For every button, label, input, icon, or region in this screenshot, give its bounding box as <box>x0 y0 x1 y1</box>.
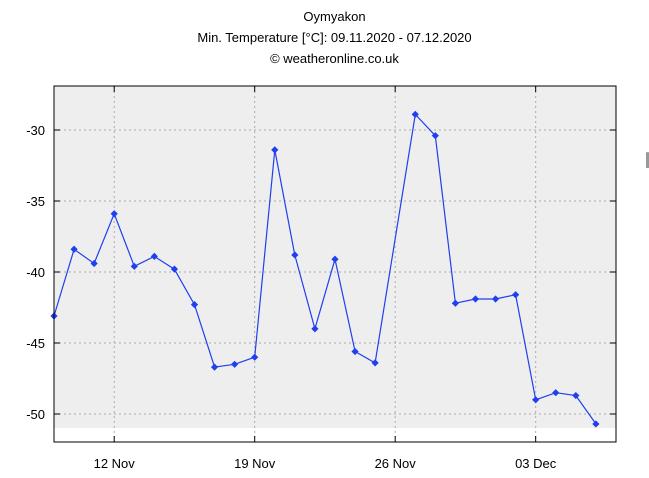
data-point-marker <box>170 265 179 273</box>
axes: 12 Nov 19 Nov 26 Nov 03 Dec -30 -35 -40 -45 -50 <box>26 86 616 471</box>
data-point-marker <box>311 325 319 333</box>
data-point-marker <box>90 259 98 268</box>
grid-lines <box>54 86 616 442</box>
data-point-marker <box>431 132 439 140</box>
chart-title-block: Oymyakon Min. Temperature [°C]: 09.11.20… <box>0 6 649 69</box>
data-point-marker <box>411 110 419 118</box>
data-point-marker <box>471 295 480 303</box>
data-point-marker <box>130 262 138 270</box>
x-tick-label: 12 Nov <box>94 456 136 471</box>
x-tick-label: 26 Nov <box>375 456 417 471</box>
data-point-marker <box>451 299 459 307</box>
data-point-marker <box>190 301 199 309</box>
data-series <box>50 110 600 428</box>
data-point-marker <box>351 347 359 356</box>
data-point-marker <box>572 391 580 400</box>
chart-credit: © weatheronline.co.uk <box>270 51 399 66</box>
data-point-marker <box>291 251 299 259</box>
chart-subtitle: Min. Temperature [°C]: 09.11.2020 - 07.1… <box>197 30 472 45</box>
x-tick-label: 03 Dec <box>515 456 557 471</box>
data-point-marker <box>271 146 279 154</box>
data-point-marker <box>231 360 239 368</box>
y-tick-label: -30 <box>26 123 45 138</box>
chart-title: Oymyakon <box>303 9 366 24</box>
data-point-marker <box>552 389 560 397</box>
data-point-marker <box>491 295 500 303</box>
y-tick-label: -50 <box>26 407 45 422</box>
data-point-marker <box>512 291 520 299</box>
data-point-marker <box>371 359 379 367</box>
y-tick-label: -40 <box>26 265 45 280</box>
data-point-marker <box>110 210 118 218</box>
y-tick-label: -45 <box>26 336 45 351</box>
plot-frame <box>53 85 617 443</box>
data-point-marker <box>251 353 259 361</box>
data-point-marker <box>532 396 540 404</box>
y-tick-label: -35 <box>26 194 45 209</box>
data-point-marker <box>331 255 339 263</box>
edge-legend-fragment-icon: ▌ <box>646 152 649 167</box>
data-point-marker <box>150 252 158 260</box>
data-point-marker <box>210 363 219 371</box>
x-tick-label: 19 Nov <box>234 456 276 471</box>
data-point-marker <box>70 245 78 253</box>
data-point-marker <box>592 420 600 428</box>
